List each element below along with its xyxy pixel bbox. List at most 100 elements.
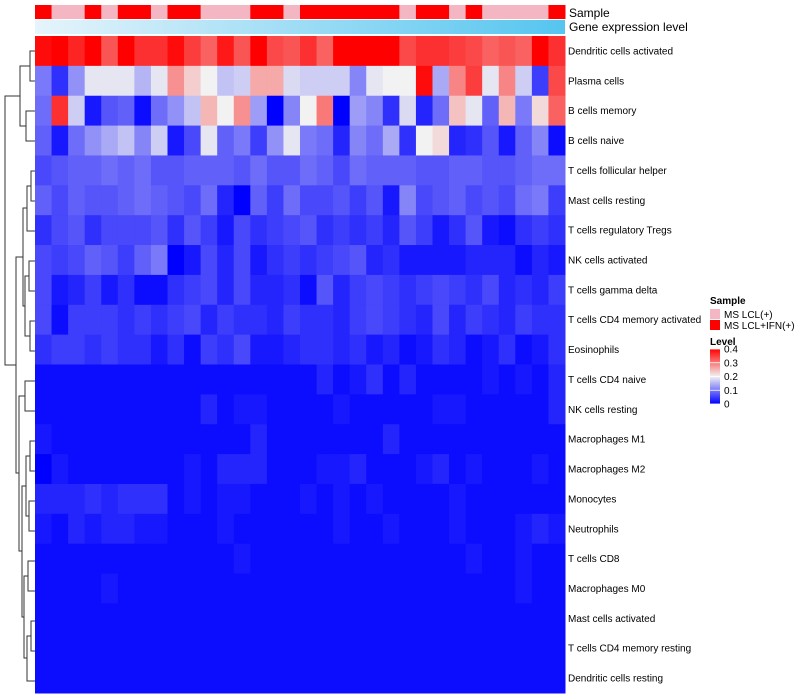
- heatmap-cell: [465, 304, 483, 336]
- row-label: T cells gamma delta: [568, 285, 658, 296]
- heatmap-cell: [250, 543, 268, 575]
- heatmap-cell: [415, 454, 433, 485]
- heatmap-cell: [366, 603, 384, 634]
- heatmap-cell: [300, 155, 318, 186]
- heatmap-cell: [134, 245, 152, 276]
- heatmap-cell: [515, 633, 533, 664]
- heatmap-cell: [167, 513, 185, 545]
- heatmap-cell: [482, 633, 500, 664]
- heatmap-cell: [250, 65, 268, 97]
- heatmap-cell: [449, 245, 467, 276]
- heatmap-cell: [35, 274, 53, 306]
- heatmap-cell: [184, 483, 202, 515]
- heatmap-cell: [51, 394, 69, 425]
- heatmap-cell: [432, 483, 450, 515]
- heatmap-cell: [35, 65, 53, 97]
- heatmap-cell: [217, 215, 235, 246]
- heatmap-cell: [548, 185, 566, 216]
- heatmap-cell: [51, 454, 69, 485]
- heatmap-cell: [134, 185, 152, 216]
- row-label: B cells naive: [568, 136, 625, 147]
- heatmap-cell: [101, 185, 119, 216]
- heatmap-cell: [399, 663, 417, 694]
- heatmap-cell: [333, 65, 351, 97]
- heatmap-cell: [300, 215, 318, 246]
- heatmap-cell: [449, 454, 467, 485]
- heatmap-cell: [316, 513, 334, 545]
- heatmap-cell: [366, 245, 384, 276]
- heatmap-cell: [349, 543, 367, 575]
- heatmap-cell: [117, 603, 135, 634]
- sample-annotation-label: Sample: [569, 6, 610, 20]
- heatmap-cell: [432, 185, 450, 216]
- heatmap-cell: [150, 36, 168, 67]
- heatmap-cell: [167, 543, 185, 575]
- heatmap-cell: [482, 513, 500, 545]
- heatmap-cell: [250, 155, 268, 186]
- heatmap-cell: [382, 215, 400, 246]
- heatmap-cell: [415, 95, 433, 127]
- heatmap-cell: [465, 603, 483, 634]
- heatmap-cell: [349, 424, 367, 455]
- heatmap-cell: [117, 483, 135, 515]
- sample-cell: [449, 5, 467, 19]
- heatmap-cell: [399, 274, 417, 306]
- heatmap-cell: [150, 334, 168, 365]
- heatmap-cell: [498, 483, 516, 515]
- row-label: Dendritic cells resting: [568, 674, 663, 685]
- heatmap-cell: [35, 334, 53, 365]
- heatmap-cell: [117, 394, 135, 425]
- sample-cell: [432, 5, 450, 19]
- heatmap-cell: [300, 454, 318, 485]
- heatmap-cell: [349, 215, 367, 246]
- heatmap-cell: [449, 185, 467, 216]
- heatmap-cell: [415, 125, 433, 156]
- heatmap-cell: [184, 36, 202, 67]
- heatmap-cell: [382, 513, 400, 545]
- heatmap-cell: [167, 663, 185, 694]
- heatmap-cell: [184, 424, 202, 455]
- sample-cell: [548, 5, 566, 19]
- heatmap-cell: [300, 245, 318, 276]
- heatmap-cell: [415, 394, 433, 425]
- heatmap-cell: [399, 304, 417, 336]
- heatmap-cell: [184, 245, 202, 276]
- heatmap-cell: [300, 663, 318, 694]
- heatmap-cell: [333, 424, 351, 455]
- heatmap-cell: [117, 125, 135, 156]
- heatmap-cell: [84, 274, 102, 306]
- heatmap-cell: [68, 454, 86, 485]
- heatmap-cell: [150, 155, 168, 186]
- heatmap-cell: [465, 513, 483, 545]
- heatmap-cell: [366, 125, 384, 156]
- heatmap-cell: [84, 215, 102, 246]
- heatmap-cell: [482, 603, 500, 634]
- row-label: Neutrophils: [568, 524, 619, 535]
- heatmap-cell: [465, 394, 483, 425]
- heatmap-cell: [300, 95, 318, 127]
- heatmap-cell: [200, 603, 218, 634]
- heatmap-cell: [266, 663, 284, 694]
- heatmap-cell: [449, 603, 467, 634]
- heatmap-cell: [217, 663, 235, 694]
- heatmap-cell: [117, 454, 135, 485]
- heatmap-cell: [184, 573, 202, 604]
- heatmap-cell: [150, 274, 168, 306]
- heatmap-cell: [101, 65, 119, 97]
- heatmap-cell: [415, 543, 433, 575]
- heatmap-cell: [333, 633, 351, 664]
- heatmap-cell: [349, 573, 367, 604]
- heatmap-cell: [233, 663, 251, 694]
- heatmap-cell: [399, 65, 417, 97]
- heatmap-cell: [266, 245, 284, 276]
- heatmap-cell: [548, 543, 566, 575]
- heatmap-cell: [150, 245, 168, 276]
- heatmap-cell: [349, 245, 367, 276]
- heatmap-cell: [150, 483, 168, 515]
- heatmap-cell: [399, 125, 417, 156]
- heatmap-cell: [35, 95, 53, 127]
- heatmap-cell: [432, 65, 450, 97]
- heatmap-cell: [35, 364, 53, 395]
- heatmap-cell: [482, 95, 500, 127]
- heatmap-cell: [366, 663, 384, 694]
